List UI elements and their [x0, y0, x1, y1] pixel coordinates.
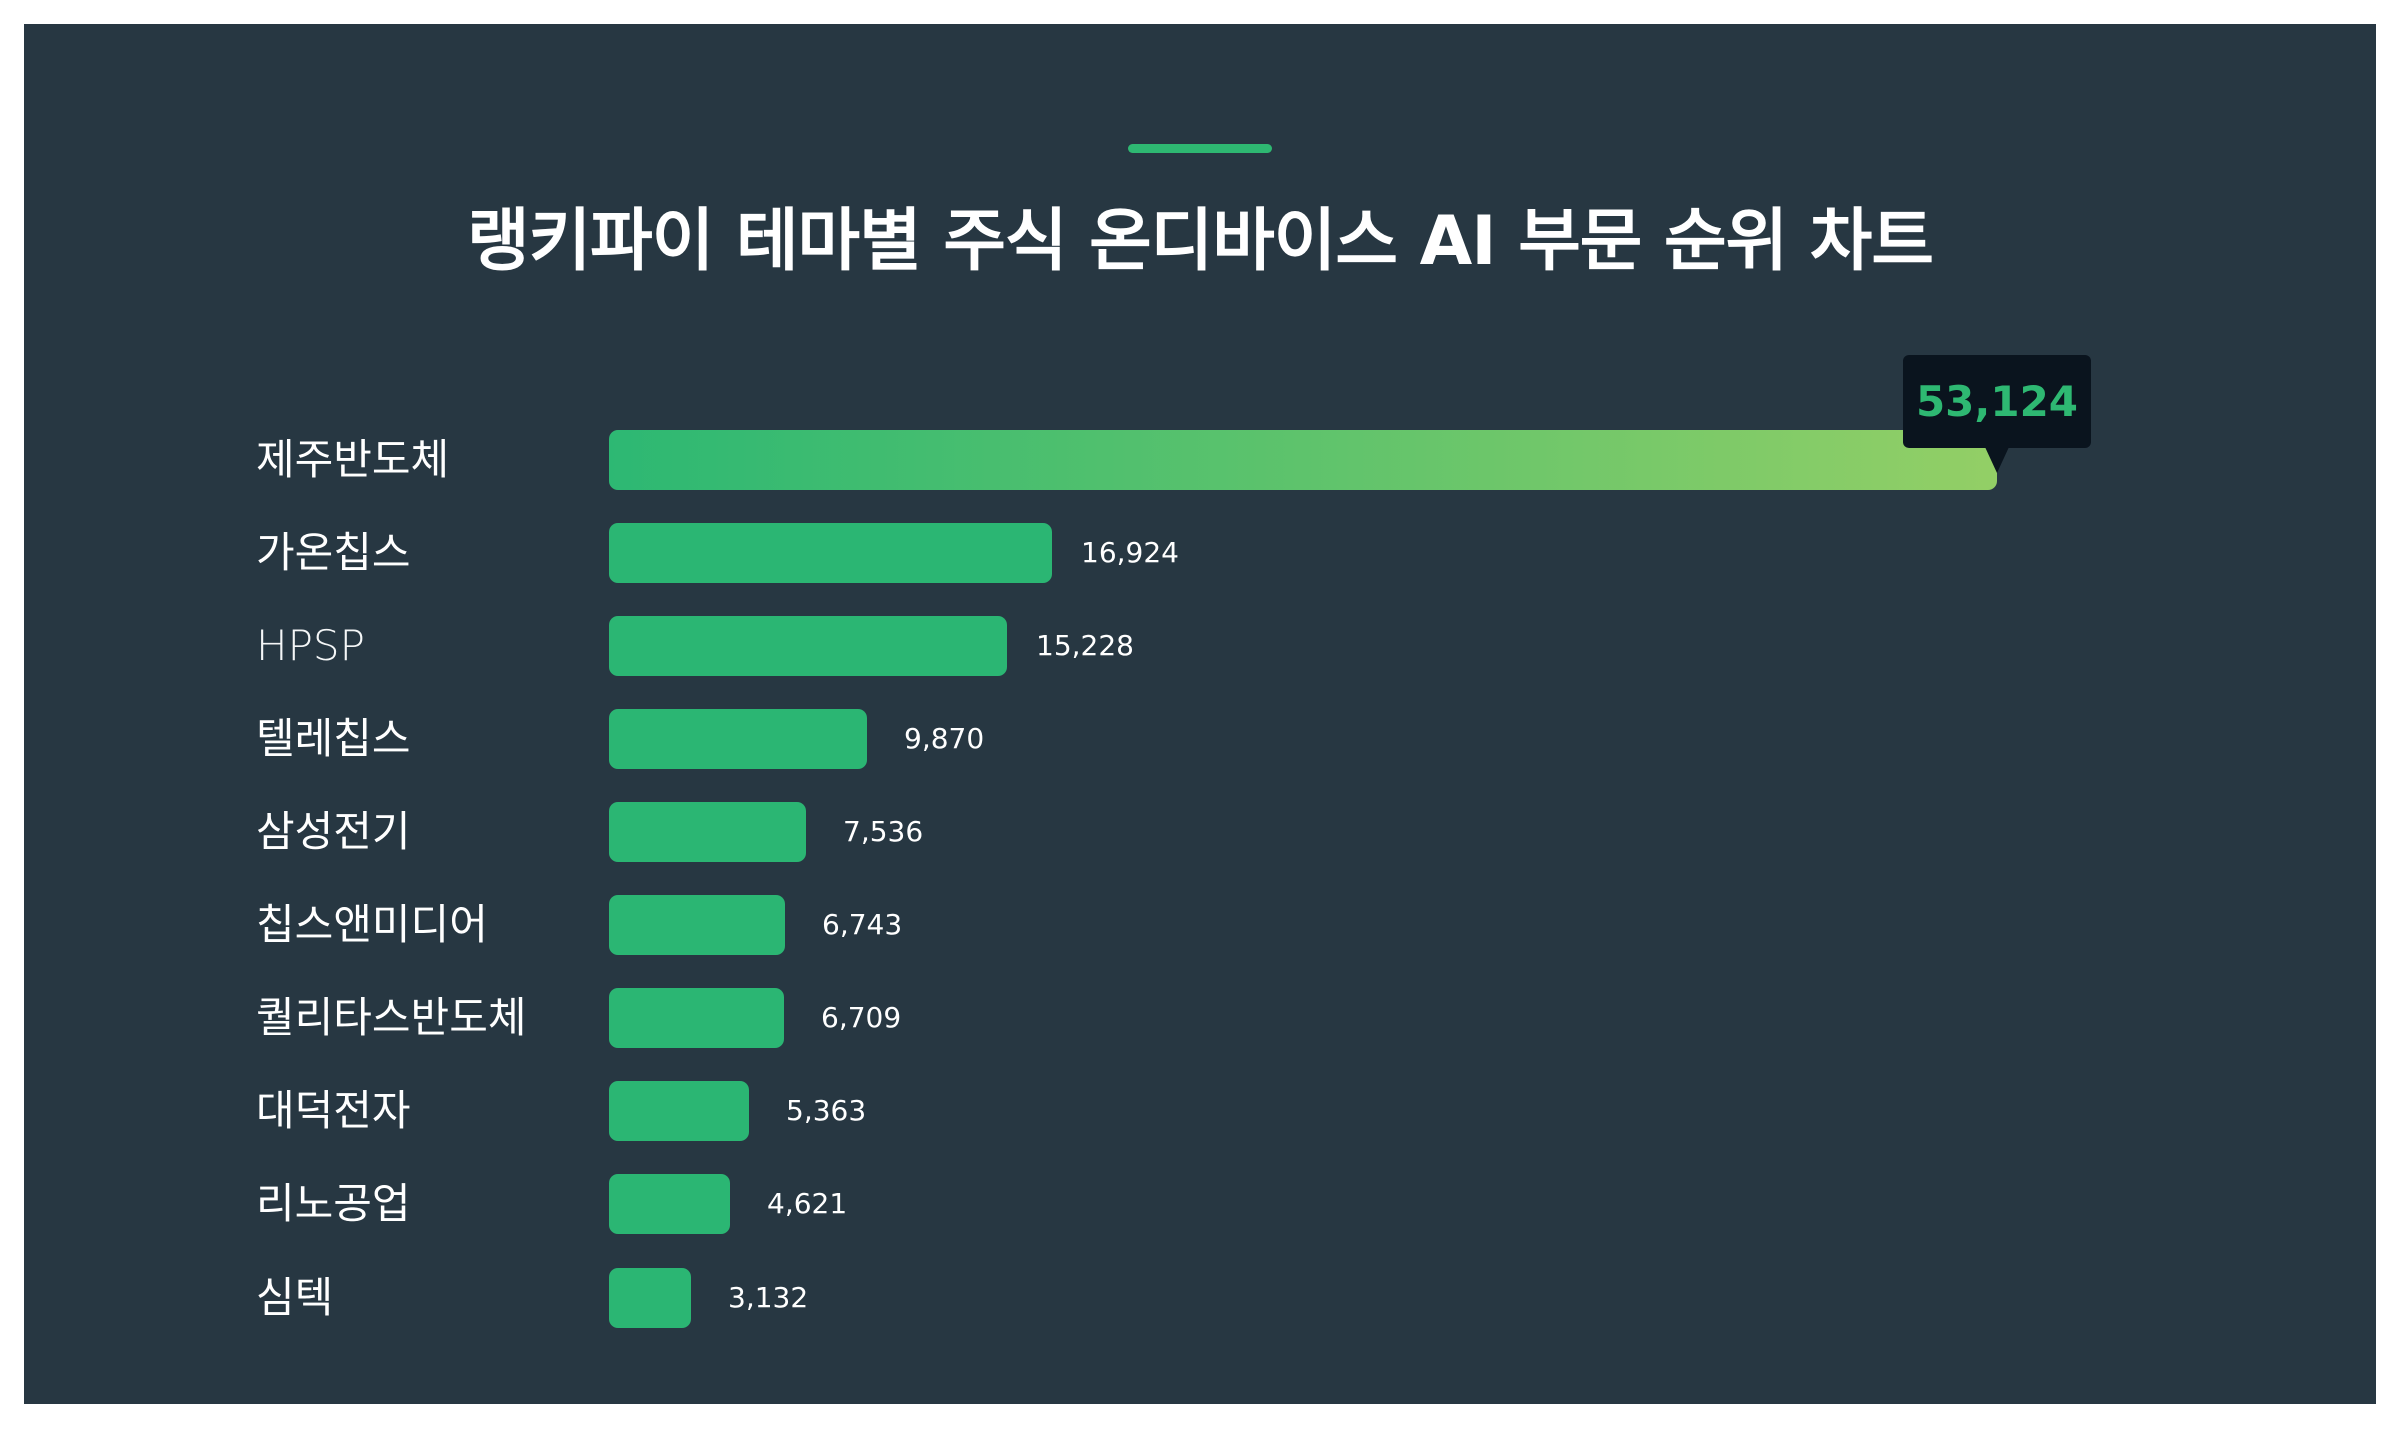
- bar-row: 대덕전자 5,363: [24, 1081, 2376, 1141]
- value-label: 16,924: [1081, 536, 1179, 569]
- bar-row: 텔레칩스 9,870: [24, 709, 2376, 769]
- bar-row: 리노공업 4,621: [24, 1174, 2376, 1234]
- bar-row: 칩스앤미디어 6,743: [24, 895, 2376, 955]
- bar[interactable]: [609, 1268, 691, 1328]
- category-label: 가온칩스: [256, 528, 411, 577]
- bar[interactable]: [609, 616, 1007, 676]
- bar[interactable]: [609, 988, 784, 1048]
- value-tooltip: 53,124: [1903, 355, 2091, 448]
- value-label: 6,709: [821, 1001, 902, 1034]
- tooltip-pointer: [1985, 447, 2009, 473]
- category-label: 리노공업: [256, 1179, 411, 1228]
- bar-row: 심텍 3,132: [24, 1268, 2376, 1328]
- category-label: 퀄리타스반도체: [256, 993, 527, 1042]
- bar[interactable]: [609, 802, 806, 862]
- bar[interactable]: [609, 430, 1997, 490]
- category-label: 삼성전기: [256, 807, 411, 856]
- value-label: 3,132: [728, 1281, 809, 1314]
- category-label: 칩스앤미디어: [256, 900, 488, 949]
- chart-panel: 랭키파이 테마별 주식 온디바이스 AI 부문 순위 차트 제주반도체 가온칩스…: [24, 24, 2376, 1404]
- value-label: 6,743: [822, 908, 903, 941]
- category-label: HPSP: [256, 621, 365, 670]
- bar-row: HPSP 15,228: [24, 616, 2376, 676]
- bar-row: 가온칩스 16,924: [24, 523, 2376, 583]
- chart-title: 랭키파이 테마별 주식 온디바이스 AI 부문 순위 차트: [467, 202, 1934, 281]
- value-label: 7,536: [843, 815, 924, 848]
- bar[interactable]: [609, 709, 867, 769]
- bar[interactable]: [609, 895, 785, 955]
- value-label: 4,621: [767, 1187, 848, 1220]
- bar-row: 퀄리타스반도체 6,709: [24, 988, 2376, 1048]
- category-label: 대덕전자: [256, 1086, 411, 1135]
- value-label: 9,870: [904, 722, 985, 755]
- value-label: 15,228: [1036, 629, 1134, 662]
- bar[interactable]: [609, 523, 1052, 583]
- bar[interactable]: [609, 1174, 730, 1234]
- category-label: 텔레칩스: [256, 714, 411, 763]
- title-accent-line: [1128, 144, 1272, 153]
- bar-row: 삼성전기 7,536: [24, 802, 2376, 862]
- category-label: 제주반도체: [256, 435, 450, 484]
- category-label: 심텍: [256, 1273, 334, 1322]
- bar[interactable]: [609, 1081, 749, 1141]
- bar-row: 제주반도체: [24, 430, 2376, 490]
- value-label: 5,363: [786, 1094, 867, 1127]
